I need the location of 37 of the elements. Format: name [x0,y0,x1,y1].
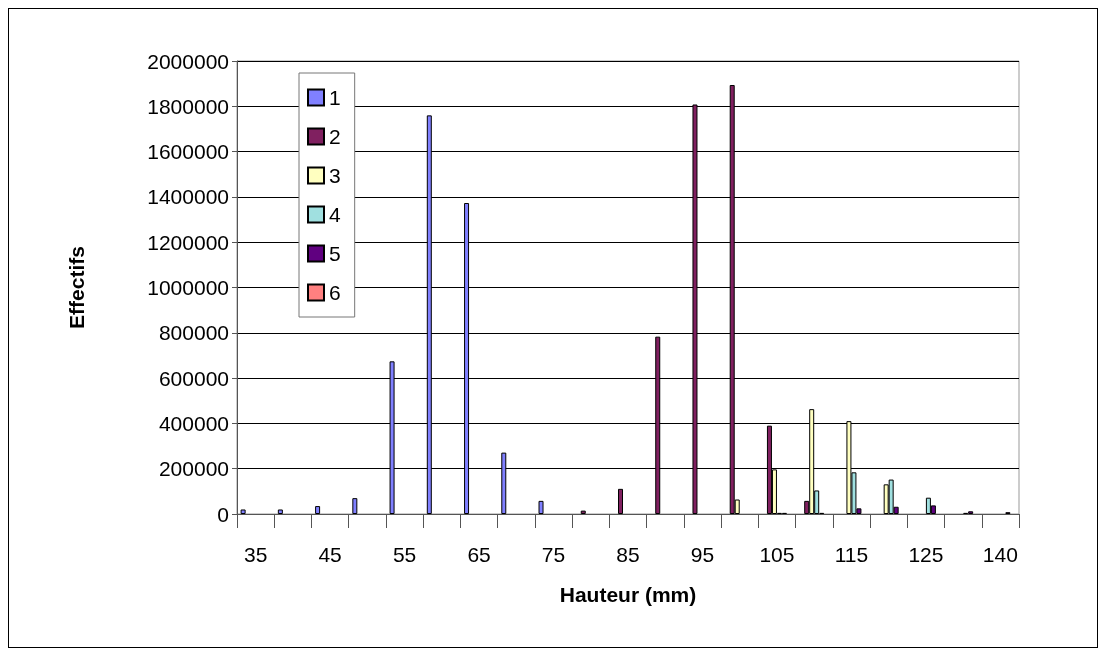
x-tick-label: 45 [318,543,342,566]
legend-label: 5 [329,242,341,265]
bar [277,509,283,514]
y-tick-label: 0 [217,502,229,526]
legend-label: 4 [329,203,341,226]
legend-label: 2 [329,125,341,148]
x-tick-label: 75 [541,543,566,566]
x-tick-label: 140 [982,543,1018,566]
x-tick-label: 65 [467,543,491,566]
x-tick-label: 105 [759,543,795,566]
y-tick-label: 600000 [158,366,229,390]
y-tick-label: 1400000 [147,185,229,209]
y-tick-label: 800000 [158,321,229,345]
bar [538,500,544,514]
legend-label: 6 [329,281,341,304]
x-tick-label: 55 [392,543,417,566]
x-tick-label: 95 [690,543,715,566]
x-tick-label: 35 [243,543,268,566]
x-tick-label: 115 [834,543,869,566]
bar [240,509,246,514]
bar [580,510,586,514]
y-tick-label: 1200000 [147,230,229,254]
legend-label: 1 [329,86,341,109]
x-tick-label: 85 [616,543,640,566]
bar [352,498,358,514]
y-tick-label: 1600000 [147,140,229,164]
x-axis-title: Hauteur (mm) [559,583,697,606]
bar [315,506,321,514]
bar [618,488,623,514]
y-tick-label: 2000000 [147,49,229,73]
y-tick-label: 1800000 [147,94,229,118]
legend-label: 3 [329,164,341,187]
y-tick-label: 400000 [158,411,229,435]
x-tick-label: 125 [908,543,944,566]
y-tick-label: 200000 [158,457,229,481]
y-axis-title: Effectifs [65,246,88,329]
y-tick-label: 1000000 [147,276,229,299]
